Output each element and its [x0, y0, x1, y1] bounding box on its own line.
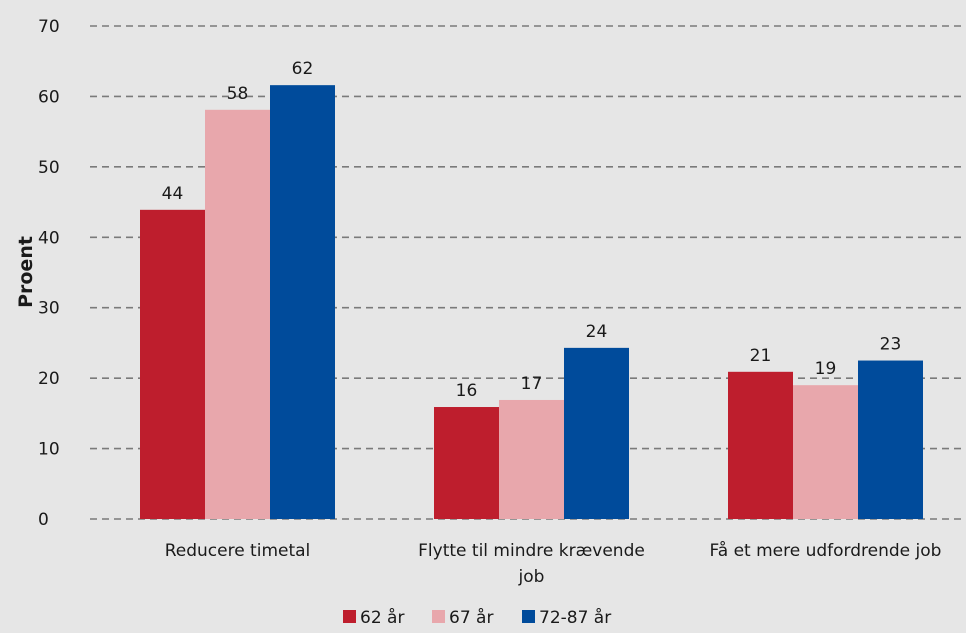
bar-67-år-1	[499, 399, 564, 519]
data-label-1-0: 58	[227, 84, 249, 104]
legend-swatch-2	[522, 610, 535, 623]
category-label-0-0: Reducere timetal	[165, 541, 311, 561]
bar-72-87-år-2	[858, 360, 923, 519]
bar-62-år-0	[140, 209, 205, 519]
data-labels: 44 16 21 58 17 19 62 24 23	[162, 59, 902, 401]
data-label-1-2: 19	[815, 359, 837, 379]
legend-label-2: 72-87 år	[539, 607, 611, 628]
y-tick-label-20: 20	[38, 369, 60, 389]
category-labels: Reducere timetal Flytte til mindre kræven…	[165, 540, 942, 587]
category-label-1-1: job	[518, 567, 545, 587]
bar-72-87-år-0	[270, 85, 335, 519]
data-label-0-1: 16	[456, 381, 478, 401]
y-tick-label-60: 60	[38, 87, 60, 107]
legend-label-0: 62 år	[360, 607, 404, 628]
legend-swatch-0	[343, 610, 356, 623]
y-axis-label: Proent	[15, 236, 37, 308]
y-tick-label-30: 30	[38, 299, 60, 319]
bar-62-år-1	[434, 407, 499, 519]
y-tick-label-10: 10	[38, 440, 60, 460]
data-label-2-0: 62	[292, 59, 314, 79]
data-label-2-2: 23	[880, 335, 902, 355]
data-label-0-2: 21	[750, 346, 772, 366]
bars	[140, 85, 923, 519]
bar-67-år-2	[793, 385, 858, 519]
y-axis-ticks: 0 10 20 30 40 50 60 70	[38, 17, 60, 530]
bar-62-år-2	[728, 371, 793, 519]
bar-67-år-0	[205, 109, 270, 519]
legend-label-1: 67 år	[449, 607, 493, 628]
y-tick-label-50: 50	[38, 158, 60, 178]
y-tick-label-40: 40	[38, 228, 60, 248]
category-label-1-0: Flytte til mindre krævende	[418, 541, 645, 561]
legend-swatch-1	[432, 610, 445, 623]
bar-72-87-år-1	[564, 347, 629, 519]
category-label-2-0: Få et mere udfordrende job	[710, 540, 942, 561]
y-tick-label-70: 70	[38, 17, 60, 37]
data-label-1-1: 17	[521, 374, 543, 394]
y-tick-label-0: 0	[38, 510, 49, 530]
data-label-2-1: 24	[586, 322, 608, 342]
legend: 62 år 67 år 72-87 år	[343, 607, 611, 628]
data-label-0-0: 44	[162, 184, 184, 204]
